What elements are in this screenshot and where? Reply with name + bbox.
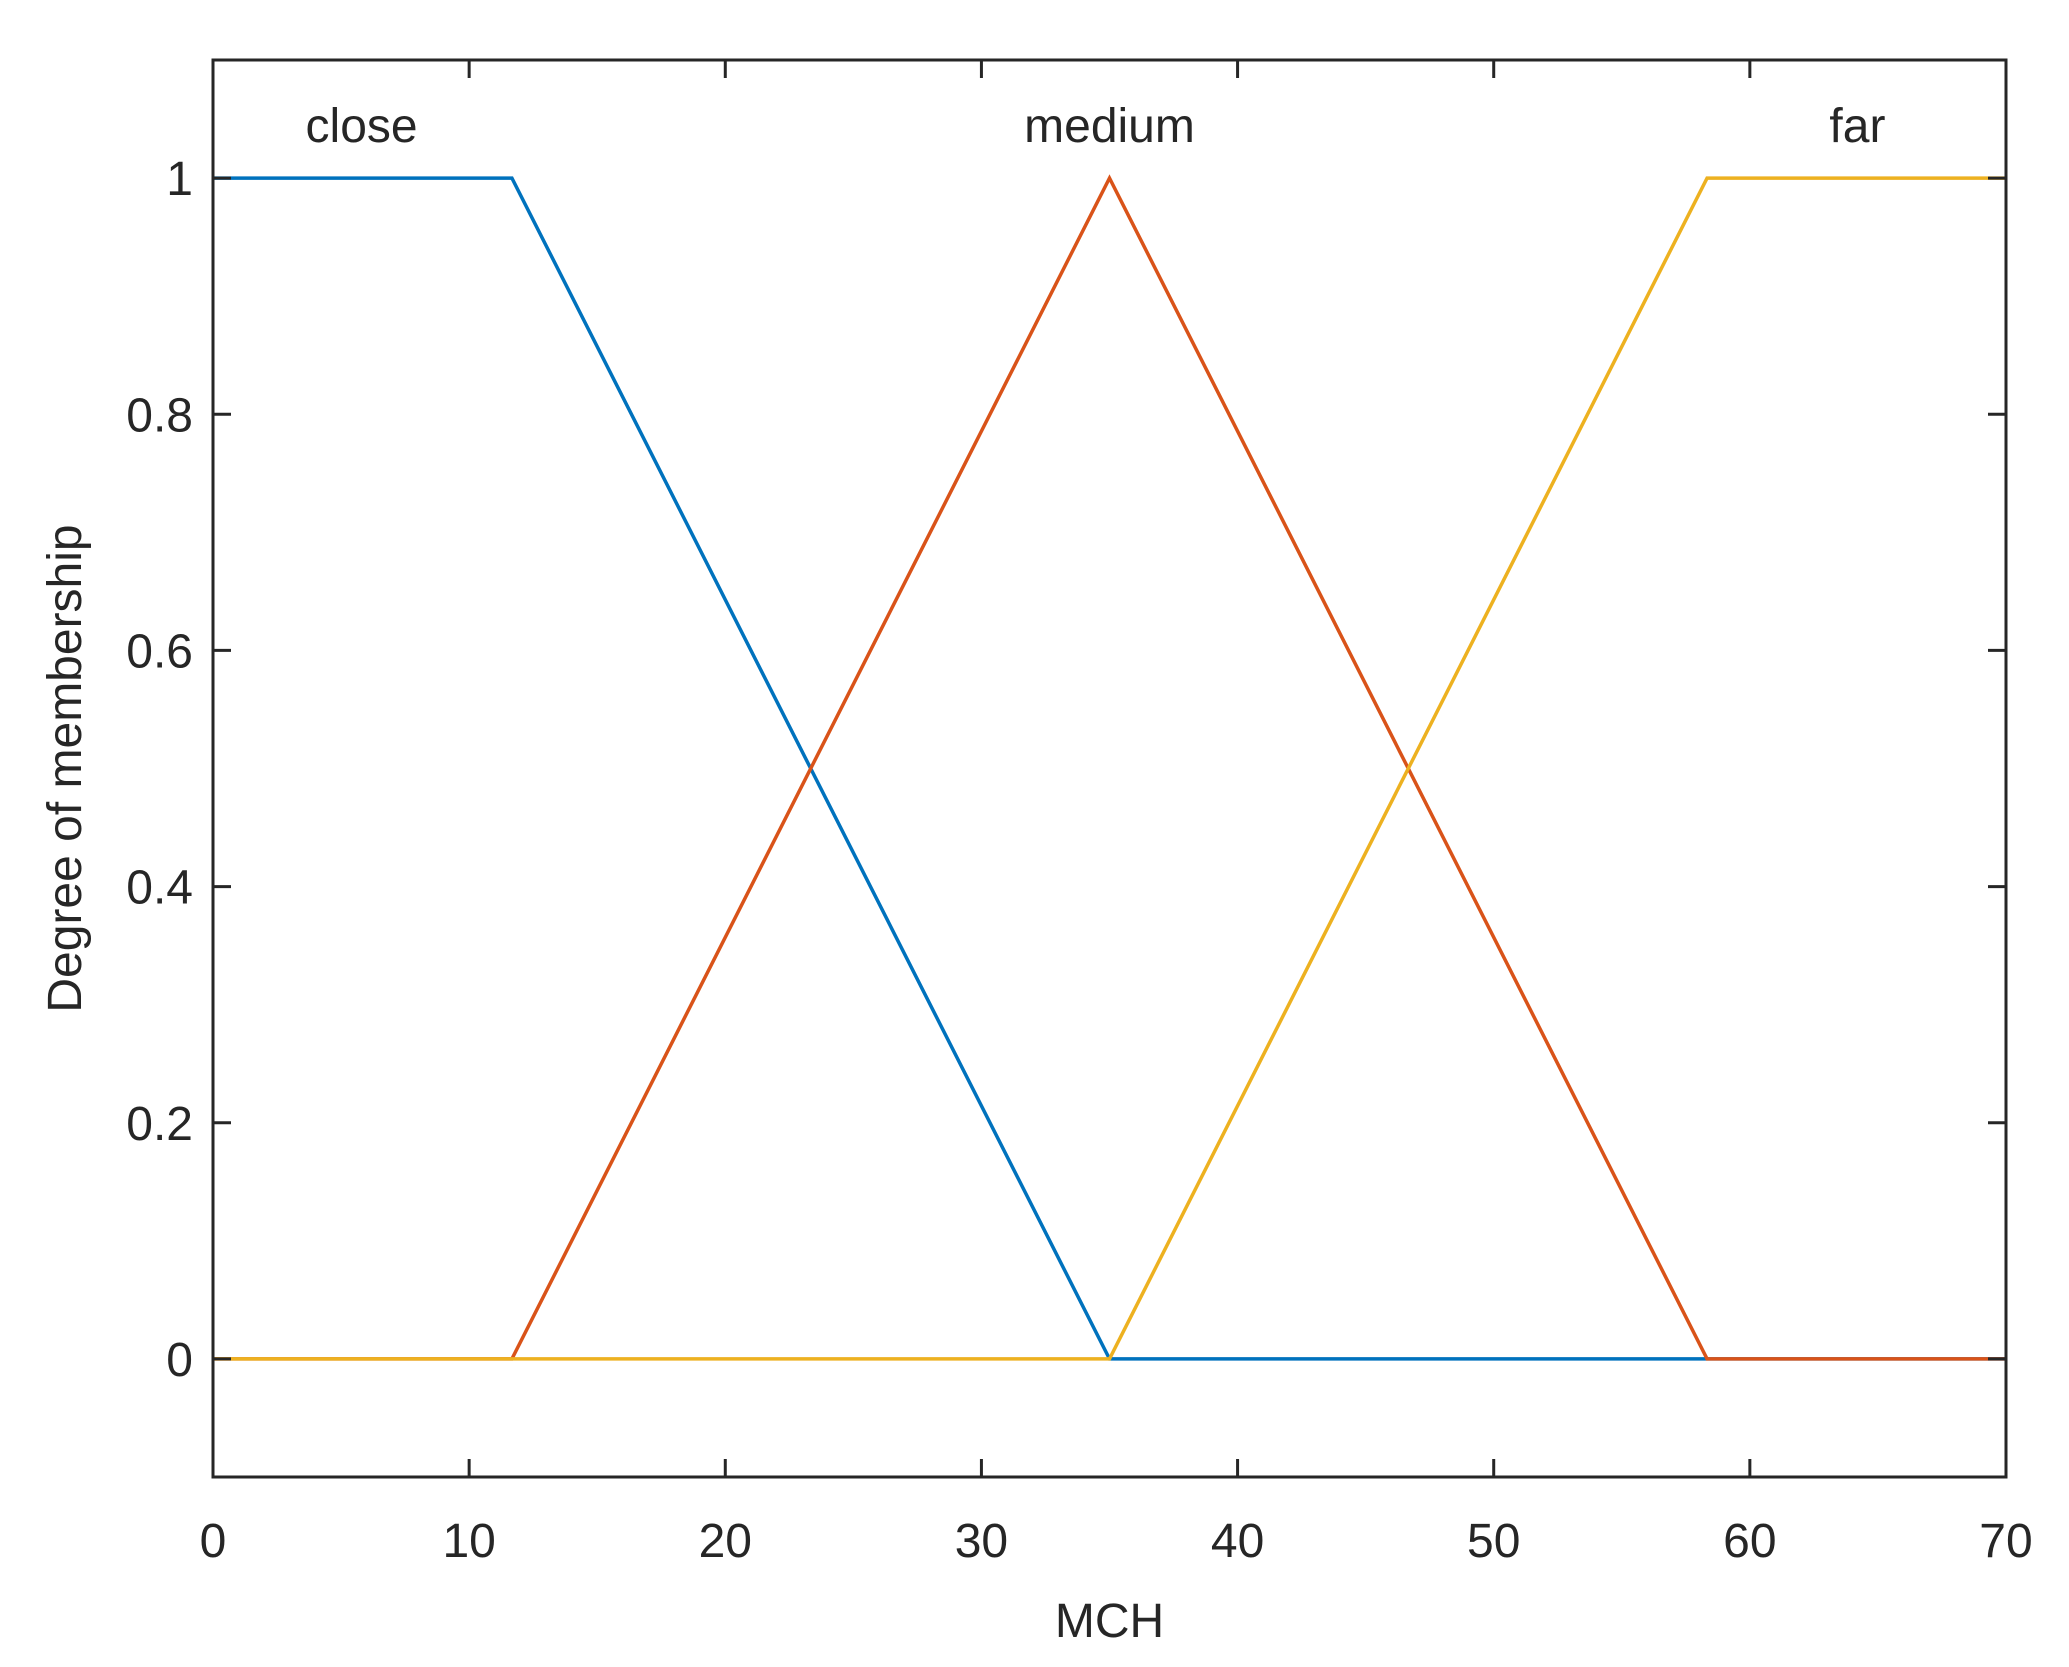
x-tick-label: 20 [699, 1515, 752, 1568]
series-label-far: far [1829, 100, 1885, 153]
series-line-far [213, 176, 2006, 1361]
x-axis-label: MCH [1055, 1595, 1164, 1648]
y-tick-label: 0.6 [126, 625, 193, 678]
series-label-close: close [306, 100, 418, 153]
x-tick-label: 30 [955, 1515, 1008, 1568]
x-tick-label: 50 [1467, 1515, 1520, 1568]
y-tick-label: 0 [166, 1334, 193, 1387]
plot-area-frame [211, 58, 2008, 1479]
series-label-medium: medium [1024, 100, 1195, 153]
x-tick-label: 0 [200, 1515, 227, 1568]
x-tick-label: 40 [1211, 1515, 1264, 1568]
series-layer [213, 174, 2006, 1361]
plot-area-background [213, 60, 2006, 1477]
x-tick-label: 10 [442, 1515, 495, 1568]
y-tick-label: 0.4 [126, 862, 193, 915]
x-axis-ticks: 0 10 20 30 40 50 60 70 [200, 60, 2033, 1568]
y-tick-label: 0.2 [126, 1098, 193, 1151]
x-tick-label: 60 [1723, 1515, 1776, 1568]
y-axis-ticks: 0 0.2 0.4 0.6 0.8 1 [126, 153, 2006, 1387]
y-tick-label: 1 [166, 153, 193, 206]
y-tick-label: 0.8 [126, 389, 193, 442]
y-axis-label: Degree of membership [39, 524, 92, 1012]
series-labels: close medium far [306, 100, 1886, 153]
x-tick-label: 70 [1979, 1515, 2032, 1568]
